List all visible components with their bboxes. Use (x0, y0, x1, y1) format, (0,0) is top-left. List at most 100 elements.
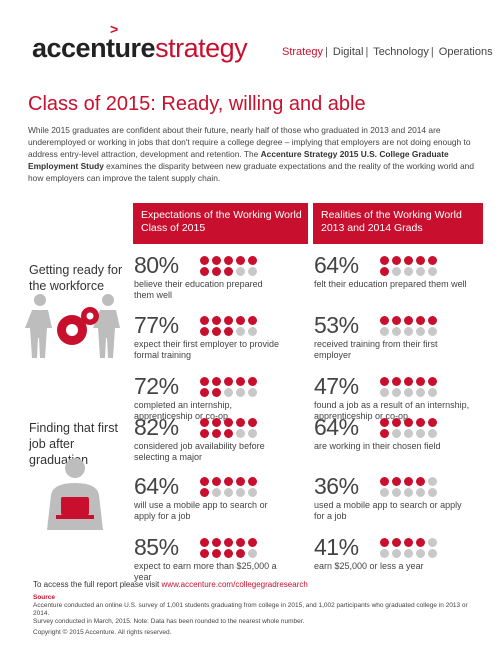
stat-icon (200, 538, 209, 547)
stat-icon (380, 267, 389, 276)
stat-icon (416, 429, 425, 438)
stat-icon (428, 316, 437, 325)
stat-icon (224, 477, 233, 486)
stat-description: will use a mobile app to search or apply… (134, 500, 268, 521)
stat-icon (212, 477, 221, 486)
stat-block: 80% believe their education prepared them… (134, 253, 304, 301)
stat-percentage: 64% (134, 473, 179, 499)
stat-icon (224, 429, 233, 438)
stat-icon (248, 327, 257, 336)
stat-block: 64% are working in their chosen field (314, 415, 484, 452)
stat-icon (236, 267, 245, 276)
stat-block: 72% completed an internship, apprenticesh… (134, 374, 304, 422)
stat-icon (380, 488, 389, 497)
stat-icon (380, 377, 389, 386)
stat-icon (248, 488, 257, 497)
stat-icon (248, 477, 257, 486)
stat-icon (416, 316, 425, 325)
source-note: Source Accenture conducted an online U.S… (33, 594, 468, 625)
stat-icon (392, 429, 401, 438)
stat-icon (404, 377, 413, 386)
stat-icon (200, 388, 209, 397)
stat-icon (200, 429, 209, 438)
stat-block: 41% earn $25,000 or less a year (314, 535, 484, 572)
stat-icon (200, 549, 209, 558)
nav-technology[interactable]: Technology (373, 46, 429, 58)
stat-percentage: 41% (314, 534, 359, 560)
stat-icon (212, 256, 221, 265)
stat-icon (236, 327, 245, 336)
stat-icon (416, 477, 425, 486)
stat-description: found a job as a result of an internship… (314, 400, 470, 421)
stat-icon (380, 316, 389, 325)
stat-icon (404, 477, 413, 486)
stat-block: 53% received training from their first em… (314, 313, 484, 361)
column-header-expectations: Expectations of the Working World Class … (133, 203, 308, 244)
stat-description: considered job availability before selec… (134, 441, 265, 462)
stat-icon (380, 256, 389, 265)
section-label-first-job: Finding that first job after graduation (29, 421, 118, 467)
nav-digital[interactable]: Digital (332, 46, 364, 58)
stat-icon (392, 267, 401, 276)
stat-block: 77% expect their first employer to provid… (134, 313, 304, 361)
stat-icon (428, 256, 437, 265)
stat-icon (416, 488, 425, 497)
stat-icon (212, 316, 221, 325)
stat-icon (404, 327, 413, 336)
stat-percentage: 85% (134, 534, 179, 560)
stat-percentage: 77% (134, 312, 179, 338)
nav-strategy[interactable]: Strategy (282, 46, 323, 58)
stat-icon (416, 418, 425, 427)
stat-icon (236, 418, 245, 427)
stat-icon (428, 418, 437, 427)
nav-operations[interactable]: Operations (438, 46, 493, 58)
stat-description: expect to earn more than $25,000 a year (134, 561, 277, 582)
stat-icon (212, 429, 221, 438)
stat-icon (380, 418, 389, 427)
person-laptop-icon (47, 458, 103, 530)
accenture-strategy-logo[interactable]: > accenturestrategy (32, 21, 248, 64)
stat-icon (392, 377, 401, 386)
stat-description: felt their education prepared them well (314, 279, 467, 289)
stat-icon (200, 377, 209, 386)
stat-icon (224, 256, 233, 265)
logo-brand-b: strategy (155, 33, 248, 63)
stat-icon (248, 429, 257, 438)
stat-icon (392, 388, 401, 397)
stat-icon (428, 388, 437, 397)
footer-report-link[interactable]: To access the full report please visit w… (33, 580, 308, 589)
intro-paragraph: While 2015 graduates are confident about… (28, 125, 474, 183)
stat-icon (200, 316, 209, 325)
stat-icon (416, 256, 425, 265)
stat-icon (248, 549, 257, 558)
stat-icon (236, 429, 245, 438)
stat-icon (248, 538, 257, 547)
stat-icon (404, 388, 413, 397)
stat-icon (212, 418, 221, 427)
stat-icon (380, 477, 389, 486)
stat-icon (380, 388, 389, 397)
stat-icon (416, 538, 425, 547)
column-header-realities: Realities of the Working World 2013 and … (313, 203, 483, 244)
stat-icon (248, 388, 257, 397)
stat-icon (380, 538, 389, 547)
stat-icon (404, 429, 413, 438)
stat-icon (224, 418, 233, 427)
stat-icon (416, 327, 425, 336)
stat-icon (236, 477, 245, 486)
stat-icon (392, 316, 401, 325)
stat-icon (236, 377, 245, 386)
stat-icon (212, 549, 221, 558)
stat-percentage: 80% (134, 252, 179, 278)
stat-icon (224, 267, 233, 276)
stat-icon (200, 267, 209, 276)
stat-icon (404, 418, 413, 427)
stat-icon (236, 538, 245, 547)
stat-icon (248, 267, 257, 276)
stat-icon (392, 327, 401, 336)
stat-icon (428, 538, 437, 547)
stat-icon (248, 256, 257, 265)
stat-icon (224, 388, 233, 397)
stat-icon (428, 429, 437, 438)
stat-description: completed an internship, apprenticeship … (134, 400, 233, 421)
